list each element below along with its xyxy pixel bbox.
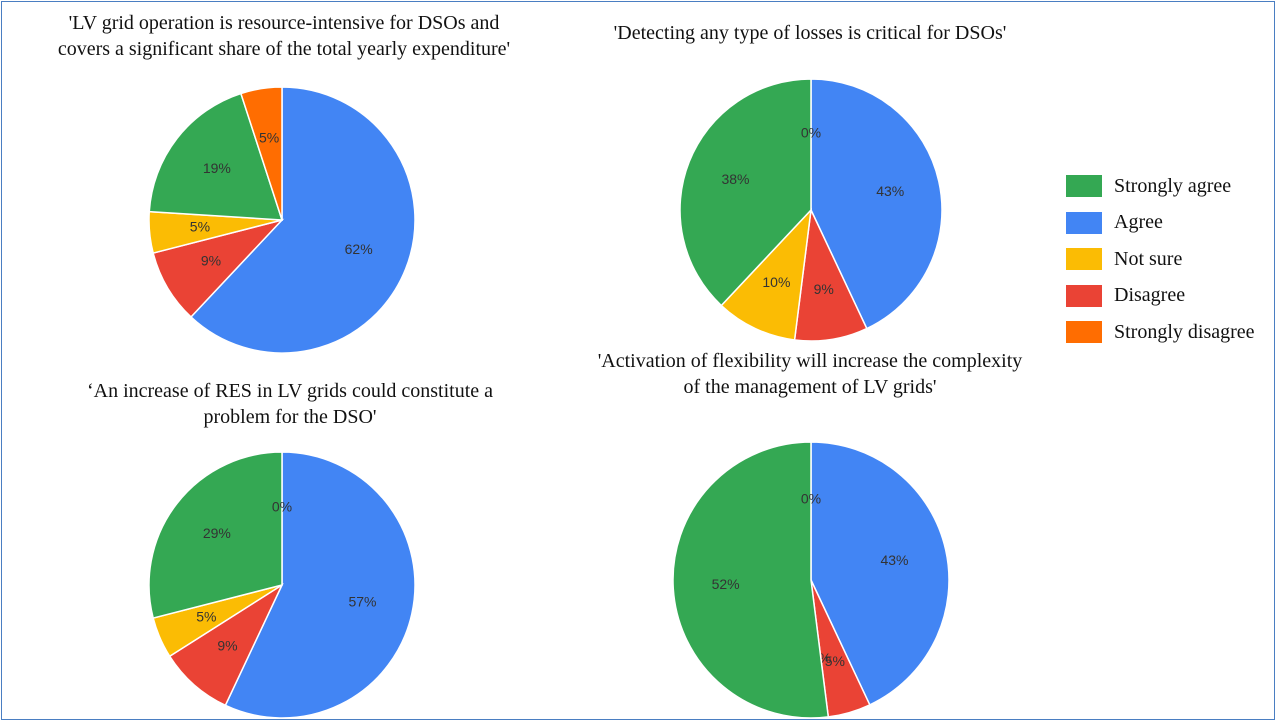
data-label-disagree: 9% (201, 253, 221, 269)
chart-title-line: 'LV grid operation is resource-intensive… (68, 12, 500, 34)
chart-title-line: problem for the DSO' (203, 406, 377, 428)
data-label-strongly-agree: 29% (203, 525, 231, 541)
data-label-strongly-agree: 38% (721, 171, 749, 187)
data-label-strongly-disagree: 5% (259, 129, 279, 145)
pie-slice-agree (810, 441, 950, 706)
legend-swatch (1066, 321, 1102, 344)
data-label-strongly-agree: 19% (203, 160, 231, 176)
data-label-disagree: 9% (217, 638, 237, 654)
chart-title-line: 'Detecting any type of losses is critica… (613, 22, 1007, 44)
chart-title-line: ‘An increase of RES in LV grids could co… (86, 380, 494, 402)
chart-title-line: of the management of LV grids' (683, 376, 937, 398)
legend-label: Agree (1114, 211, 1163, 234)
data-label-not-sure: 10% (762, 274, 790, 290)
data-label-agree: 43% (880, 552, 908, 568)
pie-slice-strongly-agree (672, 441, 830, 719)
data-label-not-sure: 5% (196, 608, 216, 624)
data-label-disagree: 5% (825, 653, 845, 669)
pie-slice-strongly-agree (148, 92, 284, 221)
legend-label: Not sure (1114, 247, 1183, 270)
chart-title-line: 'Activation of flexibility will increase… (597, 350, 1023, 372)
data-label-agree: 57% (348, 594, 376, 610)
legend-label: Strongly agree (1114, 174, 1232, 197)
data-label-strongly-agree: 52% (712, 576, 740, 592)
chart-title: ‘An increase of RES in LV grids could co… (30, 378, 550, 430)
chart-title: 'Activation of flexibility will increase… (555, 348, 1065, 400)
data-label-disagree: 9% (814, 281, 834, 297)
legend-swatch (1066, 284, 1102, 307)
chart-title-line: covers a significant share of the total … (57, 38, 511, 60)
data-label-not-sure: 5% (190, 218, 210, 234)
legend-label: Strongly disagree (1114, 320, 1255, 343)
legend-item: Not sure (1066, 241, 1255, 278)
pie-slice-agree (189, 86, 416, 354)
pie-slice-agree (224, 451, 416, 719)
legend-swatch (1066, 211, 1102, 234)
legend: Strongly agree Agree Not sure Disagree S… (1066, 168, 1255, 351)
pie-slice-strongly-disagree (239, 86, 283, 221)
data-label-strongly-disagree: 0% (801, 491, 821, 507)
legend-item: Disagree (1066, 278, 1255, 315)
pie-slice-strongly-agree (679, 78, 812, 307)
pie-slice-agree (810, 78, 943, 330)
legend-swatch (1066, 175, 1102, 198)
data-label-strongly-disagree: 0% (272, 499, 292, 515)
data-label-agree: 43% (876, 183, 904, 199)
chart-title: 'Detecting any type of losses is critica… (555, 20, 1065, 46)
legend-item: Strongly disagree (1066, 314, 1255, 351)
legend-label: Disagree (1114, 284, 1186, 307)
pie-slice-strongly-agree (148, 451, 283, 619)
pie-slice-not-sure (720, 207, 813, 341)
data-label-agree: 62% (345, 241, 373, 257)
chart-title: 'LV grid operation is resource-intensive… (24, 10, 544, 62)
legend-item: Strongly agree (1066, 168, 1255, 205)
legend-swatch (1066, 248, 1102, 271)
legend-item: Agree (1066, 205, 1255, 242)
data-label-strongly-disagree: 0% (801, 125, 821, 141)
